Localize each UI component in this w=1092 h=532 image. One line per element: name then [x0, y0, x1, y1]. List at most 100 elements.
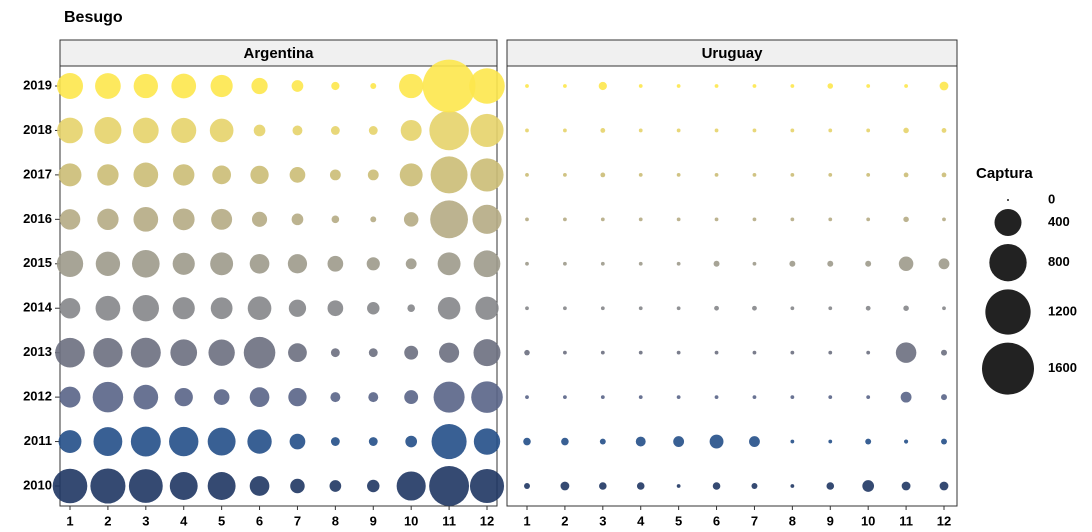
bubble — [524, 349, 530, 356]
bubble — [59, 386, 81, 408]
bubble — [790, 395, 795, 399]
bubble — [287, 254, 308, 274]
bubble — [56, 250, 84, 277]
bubble — [866, 173, 871, 177]
bubble — [59, 209, 81, 230]
bubble — [368, 348, 378, 358]
bubble — [211, 208, 233, 230]
bubble — [898, 256, 914, 272]
bubble — [638, 350, 643, 355]
bubble — [752, 305, 757, 311]
bubble — [292, 125, 303, 136]
bubble — [714, 350, 719, 355]
y-tick-label: 2017 — [23, 166, 52, 181]
bubble — [942, 217, 946, 222]
bubble — [327, 300, 344, 317]
bubble — [249, 476, 270, 496]
bubble — [429, 466, 470, 506]
bubble — [132, 295, 160, 322]
bubble — [208, 339, 235, 366]
y-tick-label: 2019 — [23, 77, 52, 92]
bubble — [470, 113, 504, 148]
bubble — [599, 482, 607, 490]
bubble — [600, 128, 606, 133]
bubble — [370, 83, 377, 89]
bubble — [638, 84, 643, 88]
bubble — [133, 73, 158, 99]
bubble — [525, 306, 529, 311]
bubble — [676, 84, 681, 88]
bubble — [370, 216, 377, 223]
legend-key — [994, 209, 1022, 236]
bubble — [941, 172, 947, 178]
bubble — [903, 127, 909, 134]
bubble — [714, 305, 719, 311]
bubble — [288, 299, 307, 317]
bubble — [939, 481, 949, 491]
bubble — [399, 163, 423, 187]
bubble — [93, 427, 123, 456]
bubble — [828, 173, 833, 177]
bubble — [866, 128, 871, 133]
bubble — [561, 437, 569, 446]
bubble — [291, 213, 304, 226]
bubble — [473, 428, 501, 455]
bubble — [133, 162, 159, 188]
x-tick-label: 5 — [675, 513, 682, 528]
bubble — [600, 395, 605, 399]
y-tick-label: 2015 — [23, 255, 52, 270]
bubble — [132, 117, 159, 144]
bubble — [174, 387, 193, 407]
bubble — [790, 217, 795, 222]
bubble — [128, 469, 163, 503]
bubble — [676, 306, 681, 311]
bubble — [430, 156, 468, 194]
bubble — [469, 68, 505, 104]
bubble — [714, 395, 719, 399]
y-tick-label: 2010 — [23, 477, 52, 492]
x-tick-label: 3 — [142, 513, 149, 528]
bubble — [865, 305, 871, 311]
bubble — [469, 468, 505, 504]
bubble — [400, 119, 422, 141]
bubble — [714, 217, 719, 222]
bubble — [212, 165, 232, 185]
x-tick-label: 6 — [256, 513, 263, 528]
bubble — [676, 350, 681, 355]
bubble — [475, 296, 499, 320]
bubble — [471, 381, 503, 413]
bubble — [635, 436, 646, 447]
bubble — [251, 211, 268, 227]
chart-title: Besugo — [64, 9, 123, 26]
bubble — [673, 436, 685, 447]
y-tick-label: 2013 — [23, 344, 52, 359]
bubble — [828, 395, 833, 399]
bubble — [368, 392, 379, 403]
bubble — [439, 342, 460, 363]
bubble — [92, 381, 124, 413]
bubble — [790, 484, 795, 488]
bubble — [676, 128, 681, 133]
bubble — [752, 128, 757, 133]
x-tick-label: 6 — [713, 513, 720, 528]
bubble — [600, 261, 605, 266]
bubble — [903, 172, 909, 178]
panel — [59, 65, 498, 507]
bubble — [638, 261, 643, 266]
bubble — [941, 128, 947, 133]
bubble — [57, 117, 83, 144]
x-tick-label: 8 — [789, 513, 796, 528]
bubble — [94, 116, 122, 144]
bubble — [827, 260, 834, 267]
bubble — [941, 349, 947, 356]
bubble — [250, 165, 269, 185]
bubble — [828, 128, 833, 133]
bubble — [865, 260, 872, 267]
bubble — [430, 200, 468, 239]
bubble — [58, 430, 82, 454]
bubble — [289, 433, 306, 450]
bubble — [367, 479, 380, 493]
bubble — [563, 217, 567, 222]
bubble — [866, 217, 871, 222]
bubble — [866, 84, 871, 88]
